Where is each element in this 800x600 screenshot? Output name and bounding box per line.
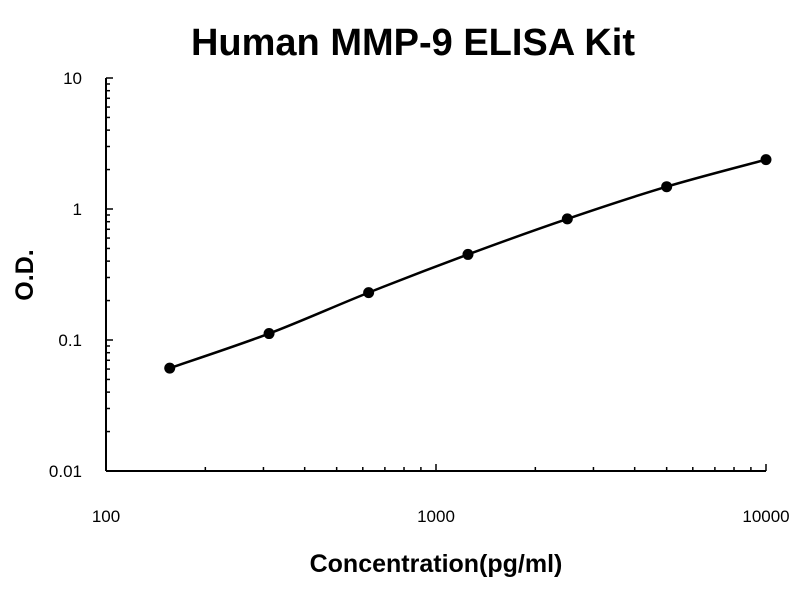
tick-marks xyxy=(105,77,767,472)
series-line xyxy=(169,158,767,370)
y-axis-label: O.D. xyxy=(11,249,39,300)
plot-area xyxy=(164,154,772,374)
y-tick-label-1: 1 xyxy=(73,200,82,219)
x-axis-label: Concentration(pg/ml) xyxy=(310,550,563,578)
data-point xyxy=(263,328,275,340)
x-tick-label-1000: 1000 xyxy=(417,507,455,526)
data-point xyxy=(363,287,375,299)
data-point xyxy=(462,248,474,260)
data-point xyxy=(760,154,772,166)
axes xyxy=(105,78,766,472)
x-tick-label-10000: 10000 xyxy=(742,507,789,526)
data-point xyxy=(561,213,573,225)
chart-title: Human MMP-9 ELISA Kit xyxy=(191,22,635,64)
data-point xyxy=(661,181,673,193)
y-tick-label-0.1: 0.1 xyxy=(58,331,82,350)
y-tick-label-0.01: 0.01 xyxy=(49,462,82,481)
y-tick-label-10: 10 xyxy=(63,69,82,88)
x-tick-label-100: 100 xyxy=(92,507,120,526)
data-point xyxy=(164,362,176,374)
